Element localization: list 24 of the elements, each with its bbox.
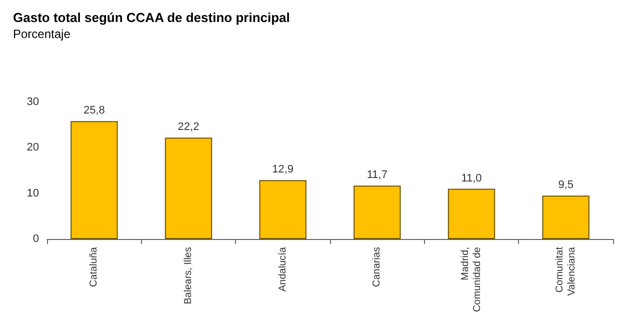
bar	[542, 196, 590, 239]
x-tick-label: Balears, Illes	[183, 247, 194, 304]
data-label: 9,5	[558, 179, 574, 192]
data-label: 25,8	[83, 104, 105, 117]
data-label: 11,0	[461, 172, 482, 184]
x-tick-label: Cataluña	[88, 246, 100, 288]
x-tick-label: Comunitat Valenciana	[554, 246, 578, 296]
bar	[354, 186, 401, 239]
x-tick-label: Canarias	[372, 247, 383, 288]
bar	[164, 138, 212, 239]
bar	[70, 121, 118, 239]
bar	[448, 188, 496, 239]
bar	[259, 180, 306, 239]
chart-subtitle: Porcentaje	[13, 27, 71, 41]
data-label: 12,9	[272, 164, 294, 176]
y-tick-label: 20	[26, 142, 39, 154]
x-tick-label: Madrid, Comunidad de	[460, 246, 483, 312]
x-tick-label: Andalucía	[277, 246, 288, 292]
y-tick-label: 30	[26, 96, 39, 108]
data-label: 11,7	[366, 169, 388, 182]
y-tick-label: 10	[26, 187, 39, 200]
y-tick-label: 0	[32, 233, 39, 245]
data-label: 22,2	[178, 121, 200, 134]
chart-title: Gasto total según CCAA de destino principal	[13, 10, 290, 25]
